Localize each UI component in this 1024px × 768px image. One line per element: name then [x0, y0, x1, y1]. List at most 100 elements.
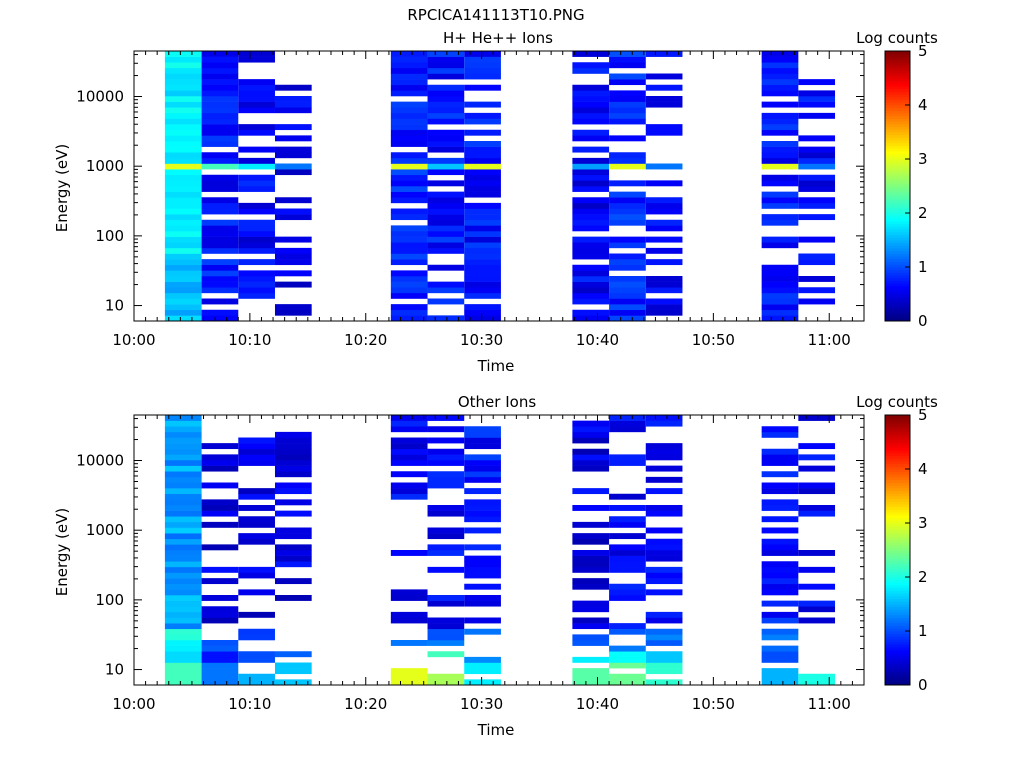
spectrogram-cell — [609, 662, 646, 669]
spectrogram-cell — [609, 304, 646, 311]
colorbar-label: Log counts — [856, 29, 938, 47]
colorbar-swatch — [885, 655, 910, 659]
spectrogram-cell — [164, 578, 202, 585]
colorbar-swatch — [885, 291, 910, 295]
colorbar-swatch — [885, 514, 910, 518]
spectrogram-cell — [164, 645, 202, 652]
colorbar-swatch — [885, 237, 910, 241]
spectrogram-cell — [464, 471, 501, 478]
spectrogram-cell — [274, 533, 312, 540]
spectrogram-cell — [201, 135, 239, 142]
spectrogram-cell — [645, 488, 683, 495]
spectrogram-cell — [164, 476, 202, 483]
colorbar-swatch — [885, 167, 910, 171]
spectrogram-cell — [164, 214, 202, 221]
spectrogram-cell — [238, 84, 275, 91]
spectrogram-cell — [761, 287, 799, 294]
spectrogram-cell — [274, 107, 312, 114]
x-tick-label: 10:40 — [576, 695, 619, 713]
colorbar-swatch — [885, 294, 910, 298]
spectrogram-cell — [609, 79, 646, 86]
colorbar-swatch — [885, 571, 910, 575]
spectrogram-cell — [464, 253, 501, 260]
colorbar-swatch — [885, 242, 910, 246]
x-tick-label: 10:30 — [460, 695, 503, 713]
spectrogram-cell — [609, 56, 646, 63]
spectrogram-cell — [390, 242, 428, 249]
spectrogram-cell — [238, 51, 275, 57]
spectrogram-cell — [274, 146, 312, 153]
spectrogram-cell — [427, 264, 465, 271]
spectrogram-cell — [761, 566, 799, 573]
spectrogram-cell — [761, 426, 799, 433]
spectrogram-cell — [274, 448, 312, 455]
spectrogram-cell — [464, 555, 501, 562]
spectrogram-cell — [761, 129, 799, 136]
spectrogram-cell — [427, 550, 465, 556]
spectrogram-cell — [798, 276, 836, 282]
spectrogram-cell — [201, 645, 239, 652]
spectrogram-cell — [427, 202, 465, 209]
colorbar-swatch — [885, 67, 910, 71]
spectrogram-cell — [609, 595, 646, 601]
colorbar-frame — [884, 414, 911, 686]
spectrogram-cell — [464, 214, 501, 221]
colorbar-swatch — [885, 496, 910, 500]
spectrogram-cell — [645, 180, 683, 187]
spectrogram-cell — [164, 202, 202, 209]
spectrogram-cell — [761, 634, 799, 641]
colorbar-swatch — [885, 258, 910, 262]
spectrogram-cell — [427, 247, 465, 254]
spectrogram-cell — [572, 538, 610, 545]
spectrogram-cell — [645, 527, 683, 534]
spectrogram-cell — [609, 259, 646, 266]
spectrogram-cell — [609, 309, 646, 316]
spectrogram-cell — [427, 169, 465, 176]
spectrogram-cell — [201, 668, 239, 675]
spectrogram-cell — [390, 420, 428, 427]
colorbar-swatch — [885, 469, 910, 473]
spectrogram-cell — [427, 191, 465, 198]
spectrogram-cell — [761, 191, 799, 198]
colorbar-swatch — [885, 614, 910, 618]
colorbar-swatch — [885, 552, 910, 556]
spectrogram-cell — [164, 595, 202, 601]
x-tick-label: 10:00 — [112, 695, 155, 713]
spectrogram-cell — [201, 180, 239, 187]
spectrogram-cell — [164, 600, 202, 607]
colorbar-swatch — [885, 525, 910, 529]
spectrogram-cell — [464, 270, 501, 277]
spectrogram-cell — [609, 197, 646, 204]
spectrogram-cell — [164, 656, 202, 663]
colorbar-swatch — [885, 148, 910, 152]
colorbar-swatch — [885, 450, 910, 454]
colorbar-swatch — [885, 110, 910, 114]
spectrogram-cell — [464, 219, 501, 226]
spectrogram-cell — [572, 197, 610, 204]
y-tick-label: 10000 — [76, 452, 124, 470]
spectrogram-cell — [427, 527, 465, 534]
spectrogram-cell — [427, 673, 465, 680]
spectrogram-cell — [274, 460, 312, 466]
spectrogram-cell — [201, 84, 239, 91]
colorbar-tick-label: 0 — [918, 676, 928, 694]
spectrogram-cell — [390, 460, 428, 466]
plot-frame — [133, 50, 865, 322]
spectrogram-cell — [274, 527, 312, 534]
spectrogram-cell — [238, 437, 275, 444]
colorbar-swatch — [885, 172, 910, 176]
spectrogram-cell — [201, 606, 239, 613]
spectrogram-cell — [390, 107, 428, 114]
colorbar-swatch — [885, 194, 910, 198]
spectrogram-cell — [201, 79, 239, 86]
spectrogram-cell — [609, 135, 646, 142]
spectrogram-cell — [390, 454, 428, 461]
spectrogram-cell — [274, 304, 312, 311]
spectrogram-cell — [164, 315, 202, 322]
spectrogram-cell — [761, 197, 799, 204]
spectrogram-cell — [572, 236, 610, 243]
spectrogram-cell — [201, 101, 239, 108]
colorbar-swatch — [885, 204, 910, 208]
spectrogram-cell — [798, 454, 836, 461]
spectrogram-cell — [164, 112, 202, 119]
